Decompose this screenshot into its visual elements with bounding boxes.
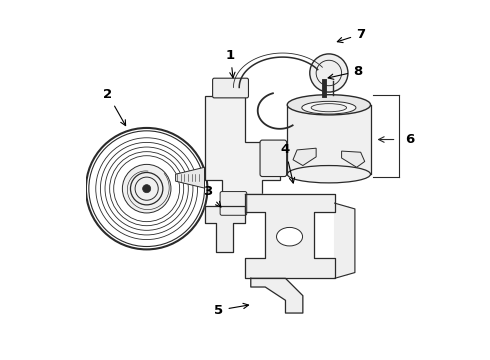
- Polygon shape: [335, 203, 355, 278]
- Ellipse shape: [311, 104, 346, 112]
- Ellipse shape: [276, 228, 302, 246]
- Polygon shape: [245, 194, 335, 278]
- Polygon shape: [204, 206, 245, 252]
- Polygon shape: [204, 85, 280, 206]
- Ellipse shape: [302, 101, 356, 114]
- Circle shape: [122, 165, 171, 213]
- Text: 4: 4: [281, 143, 294, 183]
- Text: 5: 5: [215, 303, 248, 317]
- FancyBboxPatch shape: [287, 105, 370, 174]
- Text: 8: 8: [328, 65, 363, 79]
- Polygon shape: [293, 148, 316, 166]
- Text: 1: 1: [226, 49, 235, 78]
- Text: 6: 6: [405, 133, 415, 146]
- Ellipse shape: [287, 95, 370, 115]
- Polygon shape: [342, 151, 365, 167]
- Text: 2: 2: [103, 88, 125, 126]
- Polygon shape: [175, 167, 204, 188]
- Circle shape: [310, 54, 348, 92]
- FancyBboxPatch shape: [260, 140, 287, 176]
- Ellipse shape: [287, 166, 370, 183]
- Text: 7: 7: [337, 28, 365, 42]
- FancyBboxPatch shape: [220, 192, 247, 215]
- Polygon shape: [251, 278, 303, 313]
- FancyBboxPatch shape: [213, 78, 248, 98]
- Text: 3: 3: [203, 185, 221, 207]
- Circle shape: [143, 185, 151, 193]
